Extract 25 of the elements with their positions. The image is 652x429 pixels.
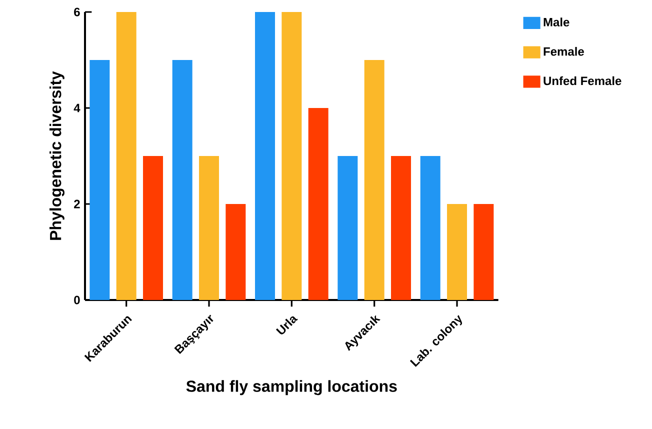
- y-tick-label: 2: [74, 200, 80, 208]
- legend-label: Male: [544, 18, 570, 26]
- bar: [474, 204, 494, 300]
- bar: [90, 60, 110, 300]
- bar: [255, 12, 276, 300]
- bar: [116, 12, 136, 300]
- bar: [364, 60, 384, 300]
- y-axis-title: Phylogenetic diversity: [49, 71, 64, 240]
- bar: [226, 204, 246, 300]
- bar: [447, 204, 468, 300]
- bar: [199, 156, 220, 300]
- y-tick-label: 6: [74, 8, 80, 16]
- bar: [338, 156, 358, 300]
- bar: [308, 108, 328, 300]
- x-axis-title: Sand fly sampling locations: [186, 380, 397, 396]
- legend-label: Female: [544, 46, 584, 56]
- bar: [391, 156, 412, 300]
- y-tick-label: 0: [74, 296, 80, 304]
- bar: [282, 12, 302, 300]
- bar: [420, 156, 440, 300]
- x-tick-label: Urla: [276, 316, 298, 334]
- y-tick-label: 4: [74, 104, 80, 112]
- bar: [172, 60, 192, 300]
- legend-label: Unfed Female: [544, 76, 622, 86]
- bar: [143, 156, 164, 300]
